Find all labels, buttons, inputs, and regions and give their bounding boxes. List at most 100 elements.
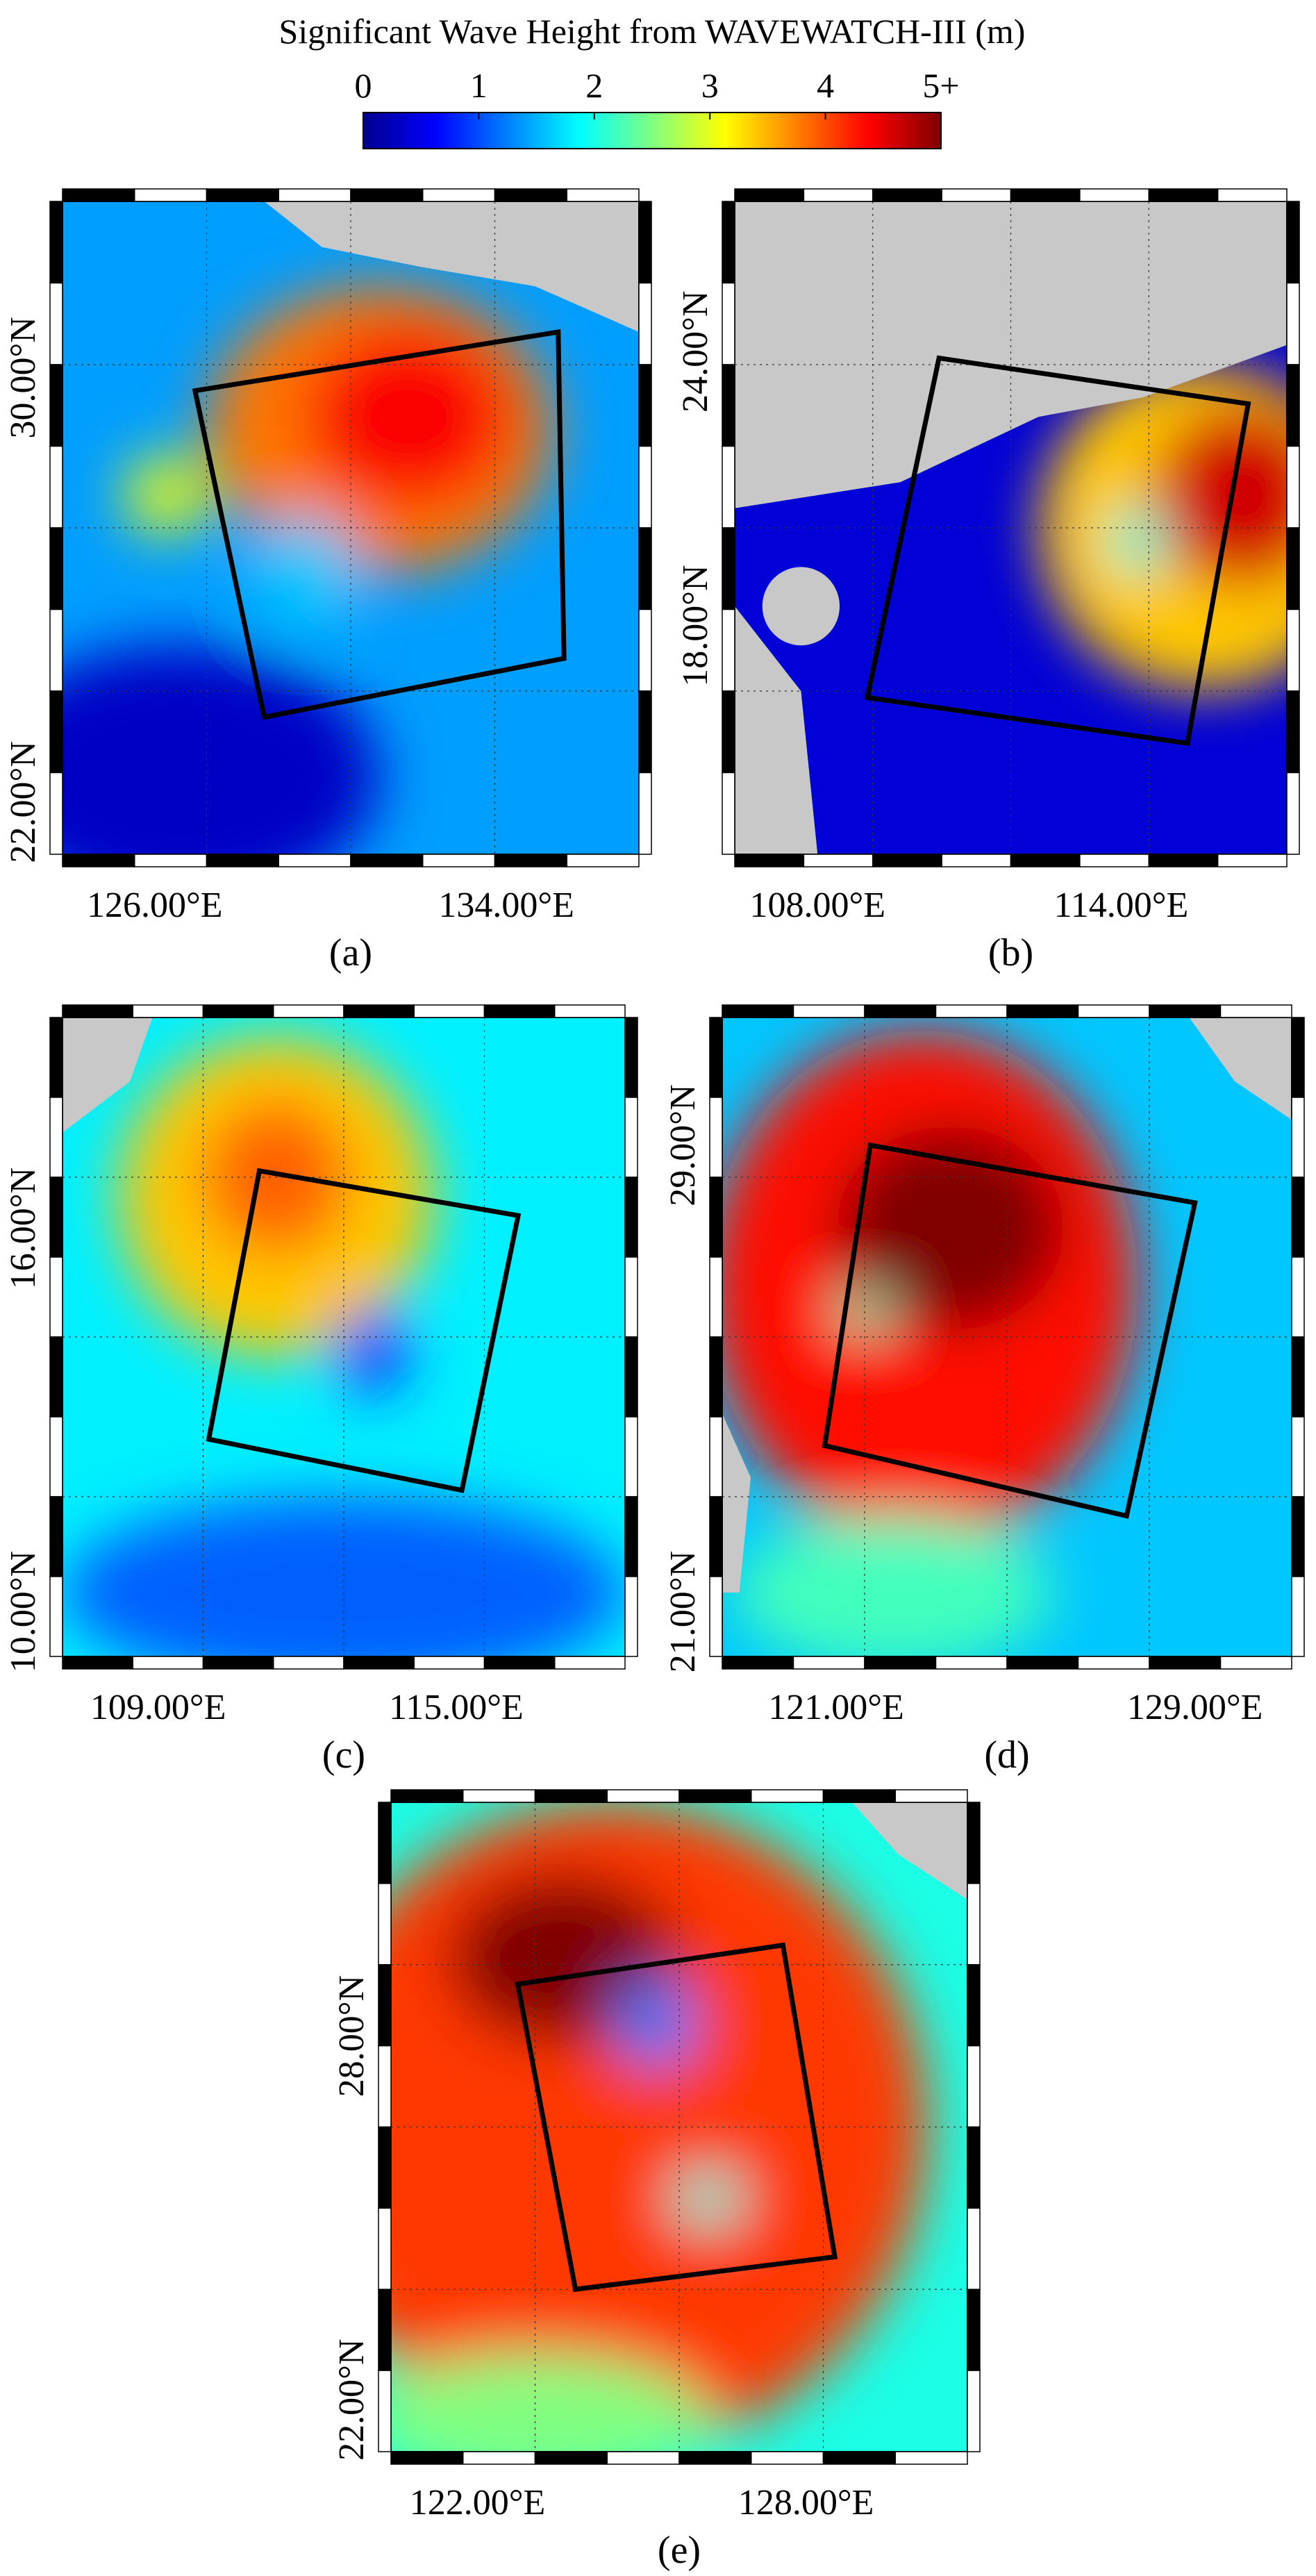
wave-height-blob	[673, 2172, 743, 2225]
colorbar-tick-label: 5+	[922, 66, 959, 105]
x-tick-label: 121.00°E	[768, 1688, 904, 1727]
frame-segment	[638, 690, 652, 774]
frame-segment	[624, 1576, 638, 1657]
frame-segment	[1219, 1656, 1292, 1670]
frame-segment	[49, 1017, 63, 1098]
sar-footprint-box	[864, 355, 1251, 747]
frame-segment	[534, 2451, 608, 2465]
frame-segment	[49, 772, 63, 855]
frame-segment	[463, 2451, 536, 2465]
frame-segment	[941, 188, 1012, 202]
frame-segment	[872, 188, 942, 202]
x-tick-label: 128.00°E	[738, 2483, 874, 2523]
frame-segment	[49, 282, 63, 365]
frame-segment	[722, 282, 735, 365]
x-tick-label: 126.00°E	[87, 886, 223, 925]
frame-segment	[49, 1177, 63, 1258]
frame-segment	[709, 1336, 723, 1418]
frame-segment	[463, 1789, 536, 1803]
frame-segment	[624, 1416, 638, 1497]
frame-segment	[1291, 1576, 1305, 1657]
frame-segment	[967, 1802, 981, 1884]
frame-segment	[722, 364, 735, 447]
frame-segment	[1286, 201, 1300, 284]
frame-segment	[278, 188, 351, 202]
frame-segment	[132, 1656, 204, 1670]
frame-segment	[273, 1004, 344, 1018]
frame-segment	[1149, 1004, 1222, 1018]
frame-segment	[1291, 1336, 1305, 1418]
frame-segment	[49, 527, 63, 610]
frame-segment	[49, 445, 63, 529]
frame-segment	[134, 854, 208, 867]
frame-segment	[49, 1496, 63, 1577]
frame-segment	[494, 854, 567, 867]
frame-segment	[1079, 854, 1149, 867]
frame-segment	[1291, 1496, 1305, 1577]
frame-segment	[350, 188, 424, 202]
frame-segment	[624, 1177, 638, 1258]
land-mass	[1189, 1017, 1292, 1120]
frame-segment	[1219, 1004, 1292, 1018]
frame-segment	[967, 2207, 981, 2290]
frame-segment	[638, 608, 652, 692]
frame-segment	[202, 1004, 274, 1018]
frame-segment	[1077, 1656, 1150, 1670]
frame-segment	[62, 854, 135, 867]
x-tick-label: 109.00°E	[90, 1688, 226, 1727]
frame-segment	[864, 1004, 937, 1018]
frame-segment	[343, 1004, 415, 1018]
map-panel: 108.00°E 114.00°E 24.00°N 18.00°N (b)	[676, 188, 1300, 974]
frame-segment	[734, 854, 805, 867]
frame-segment	[1291, 1177, 1305, 1258]
colorbar-tick-label: 4	[817, 66, 834, 105]
frame-segment	[49, 1336, 63, 1418]
colorbar-tick-label: 3	[701, 66, 719, 105]
panel-label: (b)	[988, 931, 1033, 974]
frame-segment	[1148, 854, 1219, 867]
colorbar-tick-label: 2	[585, 66, 603, 105]
frame-segment	[822, 2451, 896, 2465]
frame-segment	[132, 1004, 204, 1018]
panel-label: (a)	[329, 931, 372, 974]
frame-segment	[378, 2126, 392, 2209]
wave-field	[735, 201, 1287, 854]
frame-segment	[390, 2451, 464, 2465]
x-tick-label: 115.00°E	[389, 1688, 524, 1727]
frame-segment	[709, 1256, 723, 1338]
frame-segment	[378, 1802, 392, 1884]
frame-segment	[278, 854, 351, 867]
frame-segment	[751, 2451, 824, 2465]
frame-segment	[49, 1576, 63, 1657]
frame-segment	[1010, 854, 1081, 867]
frame-segment	[1286, 445, 1300, 529]
frame-segment	[624, 1017, 638, 1098]
land-mass	[264, 201, 639, 332]
frame-segment	[803, 854, 874, 867]
land-mass	[852, 1802, 967, 1900]
frame-segment	[638, 772, 652, 855]
frame-segment	[378, 2370, 392, 2452]
x-tick-label: 114.00°E	[1054, 886, 1189, 925]
frame-segment	[792, 1004, 865, 1018]
y-tick-label: 21.00°N	[663, 1551, 703, 1672]
frame-segment	[483, 1004, 556, 1018]
frame-segment	[1006, 1004, 1079, 1018]
frame-segment	[722, 608, 735, 692]
frame-segment	[678, 2451, 752, 2465]
frame-segment	[624, 1097, 638, 1178]
y-tick-label: 22.00°N	[3, 741, 43, 863]
panel-label: (c)	[322, 1734, 365, 1777]
frame-segment	[49, 608, 63, 692]
frame-segment	[1149, 1656, 1222, 1670]
wave-height-blob	[304, 325, 513, 508]
map-panel: 109.00°E 115.00°E 16.00°N 10.00°N (c)	[3, 1004, 638, 1777]
frame-segment	[413, 1004, 485, 1018]
frame-segment	[1006, 1656, 1079, 1670]
frame-segment	[638, 527, 652, 610]
frame-segment	[606, 1789, 680, 1803]
frame-segment	[822, 1789, 896, 1803]
frame-segment	[566, 854, 640, 867]
frame-segment	[413, 1656, 485, 1670]
